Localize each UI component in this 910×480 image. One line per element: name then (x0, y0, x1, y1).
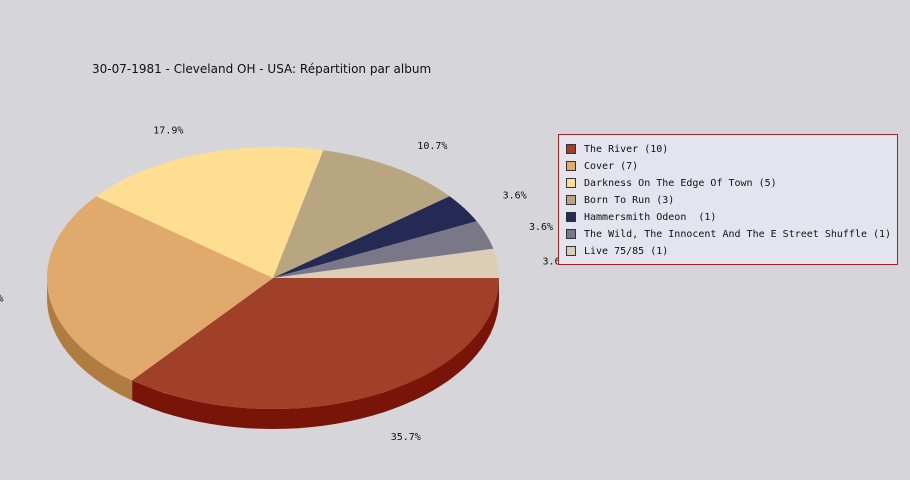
legend-item: The Wild, The Innocent And The E Street … (566, 228, 891, 240)
pie-label-5: 3.6% (529, 222, 553, 233)
legend-label: The River (10) (584, 143, 669, 155)
pie-depth (47, 278, 499, 429)
pie-slice-5 (273, 221, 494, 278)
pie-percent-labels: 35.7% 25% 17.9% 10.7% 3.6% 3.6% 3.6% (0, 126, 567, 443)
legend-item: Hammersmith Odeon (1) (566, 211, 716, 223)
pie-label-4: 3.6% (503, 190, 527, 201)
legend-swatch (566, 144, 576, 154)
legend-label: The Wild, The Innocent And The E Street … (584, 228, 892, 240)
legend-swatch (566, 195, 576, 205)
pie-slice-4 (273, 196, 477, 278)
legend-item: Live 75/85 (1) (566, 245, 668, 257)
pie-slice-3 (273, 150, 450, 278)
legend-label: Born To Run (3) (584, 194, 675, 206)
legend-label: Hammersmith Odeon (1) (584, 211, 717, 223)
legend-item: Cover (7) (566, 160, 638, 172)
legend-swatch (566, 229, 576, 239)
pie-label-2: 17.9% (153, 126, 183, 137)
legend-item: The River (10) (566, 143, 668, 155)
legend-label: Darkness On The Edge Of Town (5) (584, 177, 777, 189)
pie-label-0: 35.7% (391, 432, 421, 443)
pie-slice-6 (273, 248, 499, 278)
chart-legend: The River (10) Cover (7) Darkness On The E… (558, 134, 898, 265)
pie-label-1: 25% (0, 294, 4, 305)
legend-swatch (566, 246, 576, 256)
pie-label-6: 3.6% (543, 256, 567, 267)
chart-title: 30-07-1981 - Cleveland OH - USA: Réparti… (92, 62, 432, 76)
legend-item: Born To Run (3) (566, 194, 674, 206)
pie-side-0 (132, 278, 499, 429)
pie-slices (47, 147, 499, 409)
legend-label: Live 75/85 (1) (584, 245, 669, 257)
pie-slice-0 (132, 278, 499, 409)
legend-swatch (566, 161, 576, 171)
pie-side-1 (47, 278, 133, 401)
legend-label: Cover (7) (584, 160, 639, 172)
legend-item: Darkness On The Edge Of Town (5) (566, 177, 777, 189)
pie-label-3: 10.7% (417, 141, 447, 152)
legend-swatch (566, 178, 576, 188)
pie-slice-2 (96, 147, 324, 278)
pie-slice-1 (47, 196, 273, 381)
legend-swatch (566, 212, 576, 222)
